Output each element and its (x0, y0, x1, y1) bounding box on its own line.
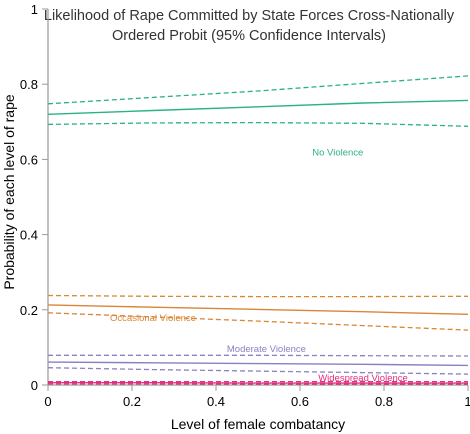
moderate-violence-line (47, 361, 469, 367)
widespread-violence-label: Widespread Violence (318, 373, 408, 384)
chart-subtitle: Ordered Probit (95% Confidence Intervals… (112, 28, 386, 44)
x-tick-label: 0.2 (123, 394, 141, 409)
x-tick-label: 0.4 (207, 394, 225, 409)
x-tick-label: 0.8 (375, 394, 393, 409)
occasional-violence-ci-lower (47, 312, 469, 331)
x-tick-label: 0.6 (291, 394, 309, 409)
axes: 0 0.2 0.4 0.6 0.8 1 0 0.2 0.4 0.6 0.8 1 (20, 2, 470, 409)
x-axis-label: Level of female combatancy (171, 416, 345, 432)
no-violence-ci-lower (47, 121, 469, 127)
chart-title: Likelihood of Rape Committed by State Fo… (44, 8, 455, 24)
y-tick-label: 1 (31, 2, 38, 17)
y-tick-label: 0 (31, 378, 38, 393)
y-tick-label: 0.6 (20, 152, 38, 167)
occasional-violence-ci-upper (47, 294, 469, 298)
y-tick-label: 0.8 (20, 77, 38, 92)
y-axis-label: Probability of each level of rape (1, 94, 17, 290)
moderate-violence-label: Moderate Violence (227, 344, 306, 355)
occasional-violence-label: Occasional Violence (110, 313, 196, 324)
no-violence-line (47, 99, 469, 115)
occasional-violence-line (47, 304, 469, 315)
y-tick-label: 0.2 (20, 303, 38, 318)
moderate-violence-ci-upper (48, 354, 469, 357)
plot-area: No Violence Occasional Violence Moderate V… (47, 75, 469, 385)
y-tick-label: 0.4 (20, 228, 38, 243)
no-violence-label: No Violence (312, 148, 363, 159)
moderate-violence-ci-lower (47, 367, 469, 375)
x-tick-label: 1 (464, 394, 470, 409)
no-violence-ci-upper (47, 75, 469, 105)
x-tick-label: 0 (44, 394, 51, 409)
